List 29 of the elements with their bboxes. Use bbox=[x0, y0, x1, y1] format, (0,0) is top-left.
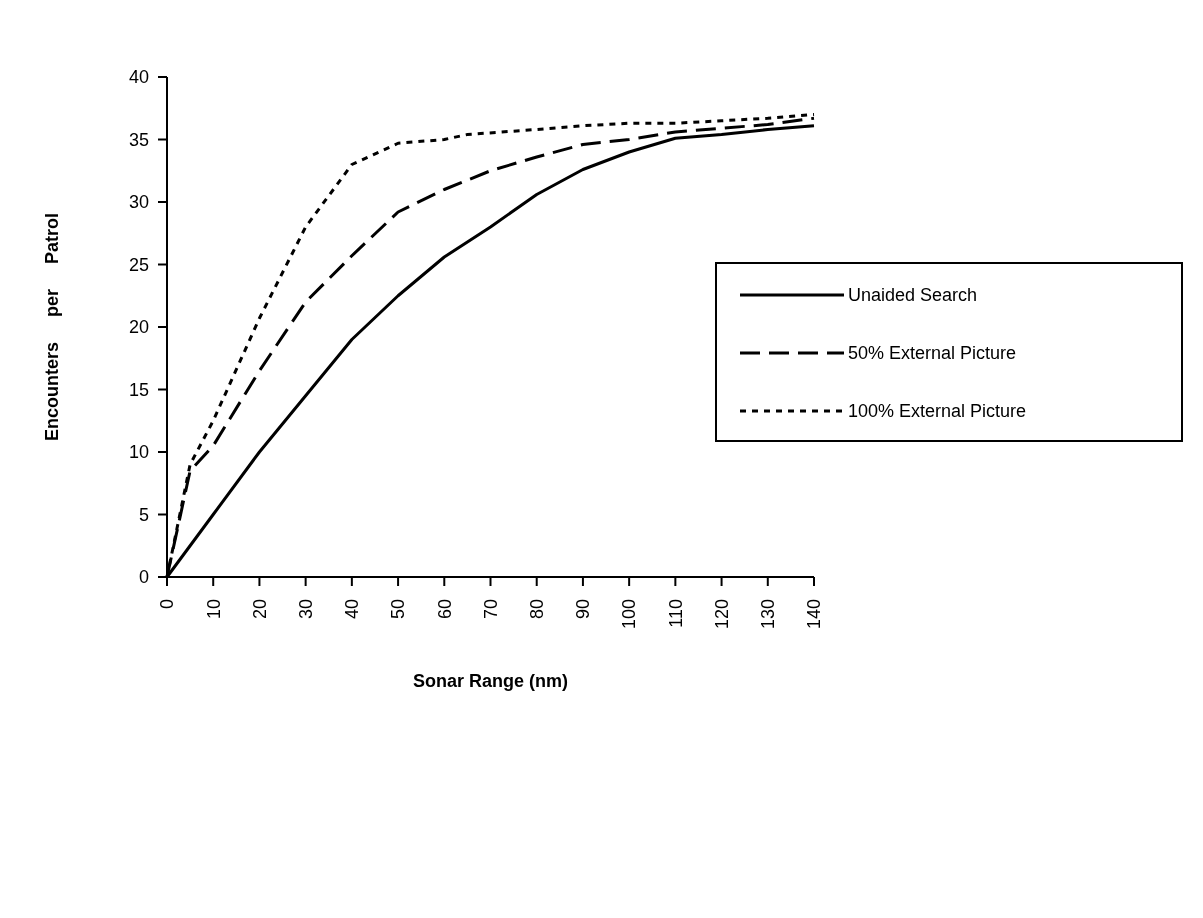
y-tick-label: 40 bbox=[128, 67, 149, 88]
text: 50% External Picture bbox=[848, 343, 1017, 364]
y-tick-label: 5 bbox=[138, 504, 149, 525]
x-tick-label: 40 bbox=[342, 599, 363, 620]
x-tick-label: 120 bbox=[711, 599, 732, 630]
x-tick-label: 60 bbox=[434, 599, 455, 620]
x-tick-label: 100 bbox=[619, 599, 640, 630]
y-tick-label: 0 bbox=[138, 567, 149, 588]
text: Unaided Search bbox=[848, 285, 978, 306]
y-tick-label: 25 bbox=[128, 254, 149, 275]
x-axis-title: Sonar Range (nm) bbox=[412, 671, 569, 691]
x-tick-label: 130 bbox=[758, 599, 779, 630]
y-tick-label: 10 bbox=[128, 442, 149, 463]
x-tick-label: 110 bbox=[665, 599, 686, 628]
x-tick-label: 20 bbox=[249, 599, 270, 620]
x-tick-label: 0 bbox=[157, 599, 178, 610]
x-tick-label: 80 bbox=[527, 599, 548, 620]
x-tick-label: 50 bbox=[388, 599, 409, 620]
x-tick-label: 70 bbox=[480, 599, 501, 620]
x-tick-label: 90 bbox=[573, 599, 594, 620]
x-tick-label: 10 bbox=[203, 599, 224, 620]
y-tick-label: 20 bbox=[128, 317, 149, 338]
x-tick-label: 140 bbox=[804, 599, 825, 630]
text: 100% External Picture bbox=[848, 401, 1027, 422]
y-tick-label: 15 bbox=[128, 379, 149, 400]
x-tick-label: 30 bbox=[295, 599, 316, 620]
y-axis-title: Encounters per Patrol bbox=[42, 212, 62, 442]
y-tick-label: 35 bbox=[128, 129, 149, 150]
y-tick-label: 30 bbox=[128, 192, 149, 213]
